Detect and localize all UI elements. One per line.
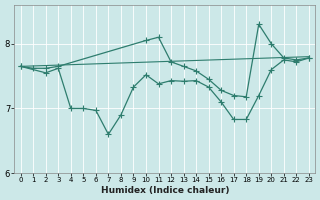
X-axis label: Humidex (Indice chaleur): Humidex (Indice chaleur) — [100, 186, 229, 195]
